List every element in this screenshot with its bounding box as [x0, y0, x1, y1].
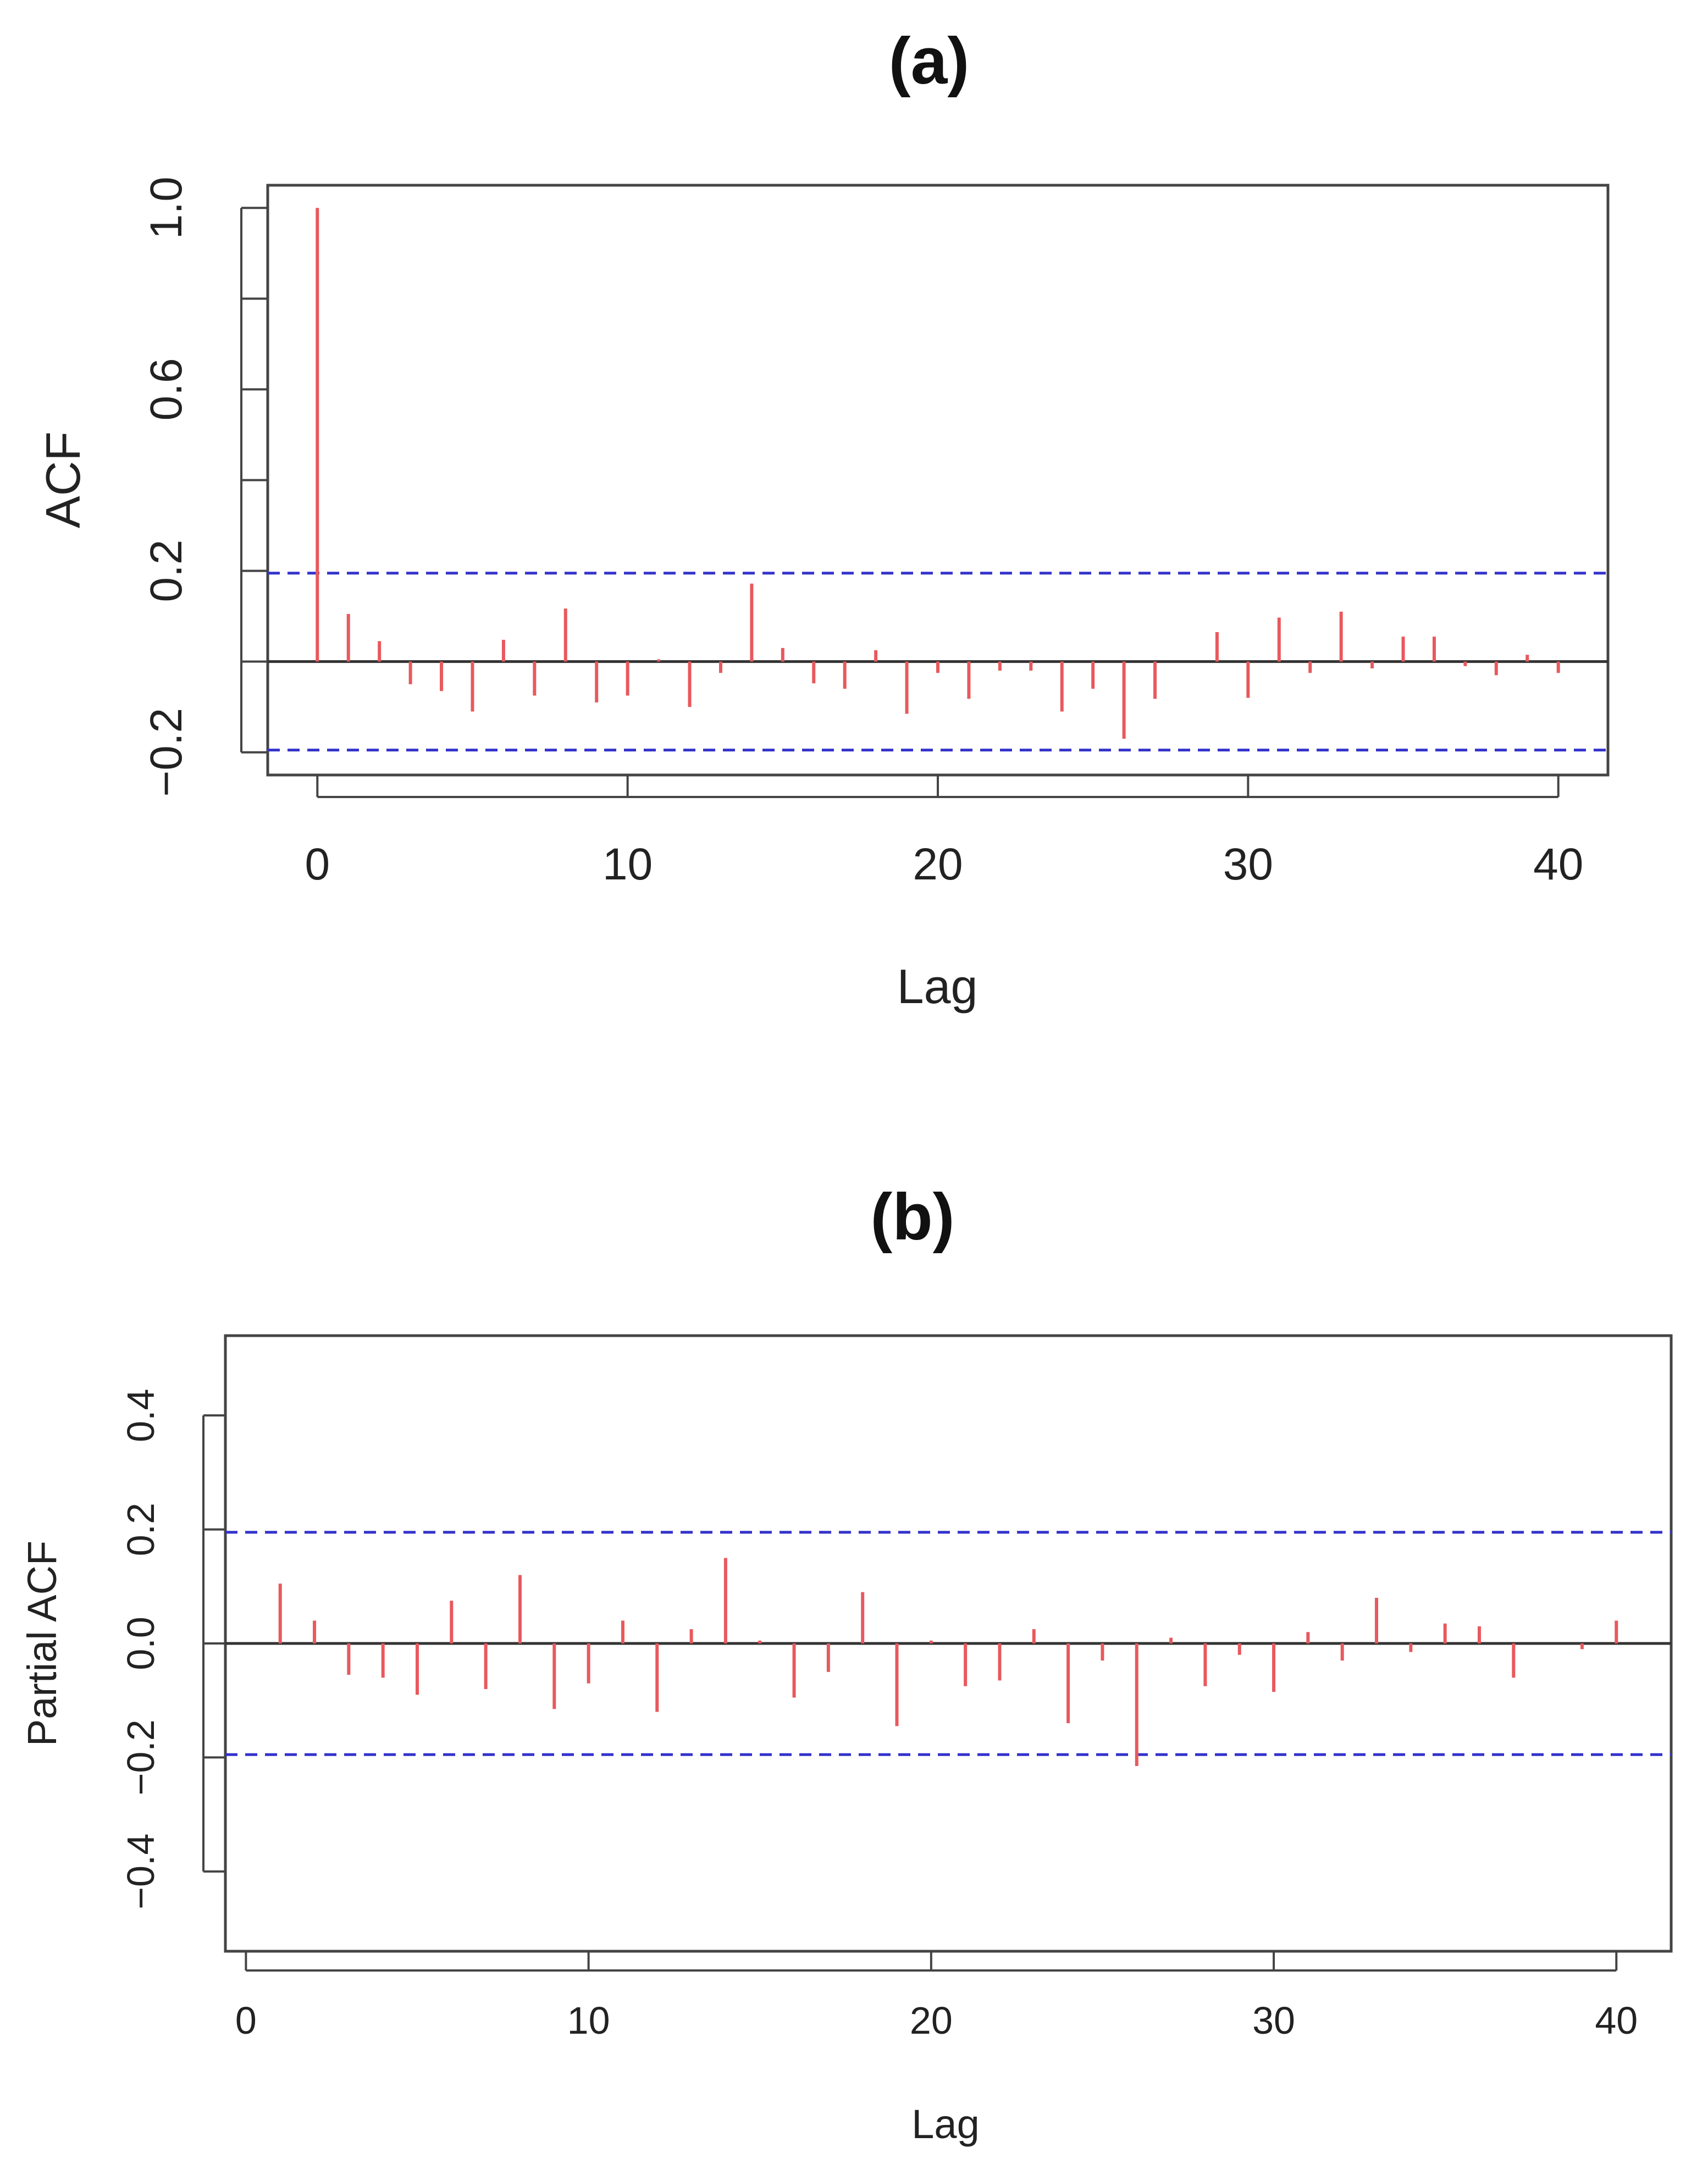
panel-a-y-axis: −0.2 0.2 0.6 1.0 — [141, 176, 268, 797]
panel-a-y-axis-title: ACF — [36, 431, 90, 528]
panel-b-x-axis-title: Lag — [911, 2101, 979, 2147]
panel-b-partial-acf: (b) −0.4 −0.2 0.0 0.2 0.4 0 10 20 30 40 Partial … — [19, 1180, 1673, 2147]
x-tick-label: 20 — [910, 1999, 953, 2042]
x-tick-label: 20 — [913, 839, 963, 889]
x-tick-label: 10 — [603, 839, 653, 889]
panel-a-x-axis-title: Lag — [897, 959, 978, 1014]
y-tick-label: 0.4 — [119, 1389, 162, 1442]
panel-b-x-axis: 0 10 20 30 40 — [235, 1951, 1638, 2042]
y-tick-label: −0.2 — [141, 708, 191, 797]
y-tick-label: 0.2 — [119, 1503, 162, 1556]
x-tick-label: 40 — [1595, 1999, 1638, 2042]
y-tick-label: −0.4 — [119, 1834, 162, 1909]
panel-a-x-axis: 0 10 20 30 40 — [305, 775, 1583, 889]
x-tick-label: 10 — [567, 1999, 610, 2042]
y-tick-label: 0.2 — [141, 540, 191, 602]
y-tick-label: −0.2 — [119, 1719, 162, 1795]
panel-a-acf: (a) −0.2 0.2 0.6 1.0 0 10 20 30 40 ACF Lag — [36, 24, 1610, 1014]
panel-b-pacf-spikes — [278, 1558, 1618, 1766]
y-tick-label: 1.0 — [141, 176, 191, 239]
panel-b-confidence-bounds — [225, 1531, 1671, 1756]
x-tick-label: 0 — [235, 1999, 257, 2042]
y-tick-label: 0.6 — [141, 358, 191, 420]
panel-b-y-axis: −0.4 −0.2 0.0 0.2 0.4 — [119, 1389, 225, 1909]
panel-a-acf-spikes — [316, 208, 1560, 739]
x-tick-label: 30 — [1223, 839, 1273, 889]
panel-a-title: (a) — [889, 24, 970, 98]
panel-b-title: (b) — [870, 1180, 954, 1254]
x-tick-label: 30 — [1252, 1999, 1295, 2042]
panel-b-y-axis-title: Partial ACF — [19, 1541, 65, 1746]
x-tick-label: 40 — [1533, 839, 1583, 889]
x-tick-label: 0 — [305, 839, 330, 889]
y-tick-label: 0.0 — [119, 1617, 162, 1670]
